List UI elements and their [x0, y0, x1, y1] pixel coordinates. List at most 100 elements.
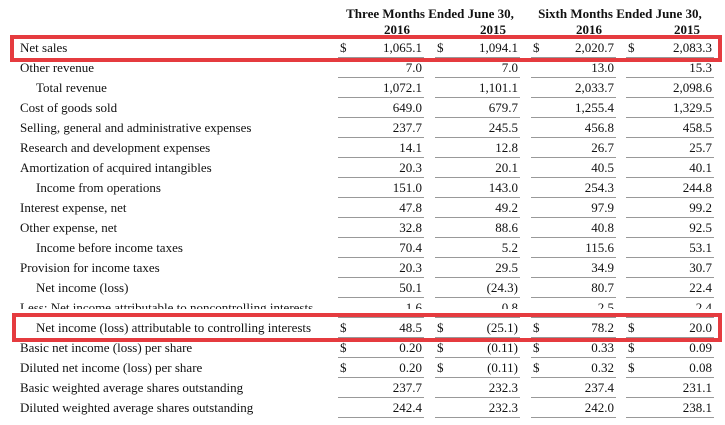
group-title: Three Months Ended June 30, [346, 6, 514, 21]
row-rule [435, 197, 520, 198]
cell-value: 40.8 [591, 220, 614, 235]
cell-value: 0.8 [501, 300, 518, 309]
currency: $ [628, 340, 635, 355]
cell-value: 242.4 [392, 400, 422, 415]
row-rule [435, 377, 520, 378]
cell-value: 1,329.5 [673, 100, 712, 115]
cell-value: 244.8 [682, 180, 712, 195]
row-rule [531, 337, 616, 338]
row-rule [626, 277, 714, 278]
row-rule [338, 197, 424, 198]
row-rule [531, 417, 616, 418]
currency: $ [340, 340, 347, 355]
row-rule [531, 257, 616, 258]
year-clip: 2015 [458, 22, 528, 34]
row-rule [435, 177, 520, 178]
row-rule [626, 237, 714, 238]
row-rule [531, 277, 616, 278]
cell-value: 456.8 [584, 120, 614, 135]
cell-value: 20.3 [399, 260, 422, 275]
group-title: Sixth Months Ended June 30, [538, 6, 702, 21]
row-rule [626, 157, 714, 158]
row-rule [531, 317, 616, 318]
row-rule [435, 357, 520, 358]
year: 2015 [480, 22, 506, 34]
cell-value: 2.5 [597, 300, 614, 309]
row-rule [626, 77, 714, 78]
cell-value: 2,098.6 [673, 80, 712, 95]
cell-value: 53.1 [689, 240, 712, 255]
cell-value: 232.3 [488, 380, 518, 395]
row-rule [338, 77, 424, 78]
cell-value: 245.5 [488, 120, 518, 135]
cell-value: 2,083.3 [673, 40, 712, 55]
row-rule [626, 377, 714, 378]
cell-value: 70.4 [399, 240, 422, 255]
row-rule [338, 357, 424, 358]
cell-value: 2.4 [695, 300, 712, 309]
cell-value: 1,094.1 [479, 40, 518, 55]
currency: $ [340, 360, 347, 375]
row-rule [531, 217, 616, 218]
row-label: Basic net income (loss) per share [20, 340, 193, 355]
row-rule [626, 357, 714, 358]
cell-value: 50.1 [399, 280, 422, 295]
cell-value: 1,101.1 [479, 80, 518, 95]
cell-value: 1,065.1 [383, 40, 422, 55]
row-rule [435, 97, 520, 98]
row-label: Amortization of acquired intangibles [20, 160, 212, 175]
cell-value: 48.5 [399, 320, 422, 335]
row-label: Other revenue [20, 60, 94, 75]
cell-value: 97.9 [591, 200, 614, 215]
clipped-row: Less: Net income attributable to noncont… [0, 300, 725, 309]
row-rule [531, 297, 616, 298]
cell-value: 2,033.7 [575, 80, 614, 95]
row-label: Diluted net income (loss) per share [20, 360, 203, 375]
highlight-box [12, 313, 722, 342]
row-label: Net sales [20, 40, 68, 55]
row-rule [338, 277, 424, 278]
cell-value: 143.0 [488, 180, 518, 195]
row-label: Basic weighted average shares outstandin… [20, 380, 244, 395]
row-rule [626, 217, 714, 218]
year-clip: 2016 [362, 22, 432, 34]
cell-value: 78.2 [591, 320, 614, 335]
cell-value: 80.7 [591, 280, 614, 295]
row-rule [626, 97, 714, 98]
row-rule [626, 317, 714, 318]
currency: $ [340, 40, 347, 55]
cell-value: 7.0 [501, 60, 518, 75]
cell-value: (0.11) [487, 360, 518, 375]
cell-value: 20.0 [689, 320, 712, 335]
currency: $ [437, 360, 444, 375]
row-rule [435, 257, 520, 258]
cell-value: 237.7 [392, 380, 422, 395]
cell-value: 88.6 [495, 220, 518, 235]
cell-value: 47.8 [399, 200, 422, 215]
cell-value: 242.0 [584, 400, 614, 415]
row-rule [531, 397, 616, 398]
row-rule [338, 117, 424, 118]
row-rule [531, 177, 616, 178]
year-clip: 2016 [554, 22, 624, 34]
row-rule [338, 297, 424, 298]
highlight-box [10, 35, 722, 62]
cell-value: 0.20 [399, 340, 422, 355]
row-rule [435, 277, 520, 278]
cell-value: 0.32 [591, 360, 614, 375]
row-rule [435, 137, 520, 138]
cell-value: 7.0 [405, 60, 422, 75]
row-rule [435, 117, 520, 118]
row-label: Cost of goods sold [20, 100, 118, 115]
year: 2016 [384, 22, 410, 34]
row-rule [626, 397, 714, 398]
cell-value: 14.1 [399, 140, 422, 155]
row-rule [626, 297, 714, 298]
cell-value: 1,255.4 [575, 100, 614, 115]
cell-value: 151.0 [392, 180, 422, 195]
row-rule [626, 177, 714, 178]
row-rule [531, 57, 616, 58]
row-rule [531, 117, 616, 118]
row-rule [626, 57, 714, 58]
row-label: Other expense, net [20, 220, 118, 235]
